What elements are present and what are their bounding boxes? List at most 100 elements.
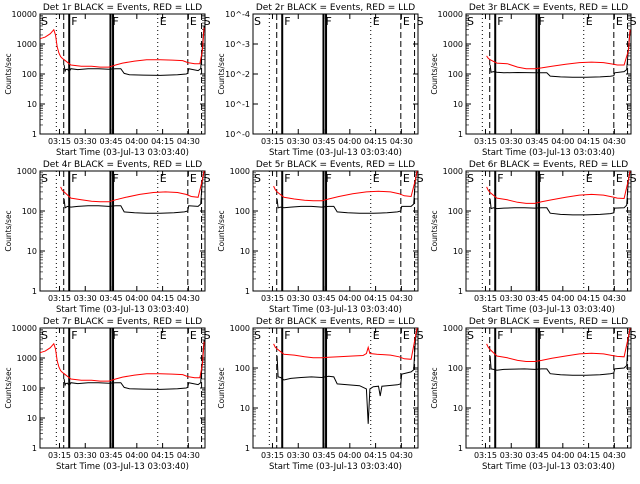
- marker-letter: E: [190, 172, 197, 185]
- x-tick-label: 03:30: [500, 451, 523, 460]
- y-tick-label: 1: [32, 287, 37, 296]
- x-tick-label: 03:45: [526, 137, 549, 146]
- y-tick-label: 1: [458, 287, 463, 296]
- x-tick-label: 04:00: [338, 294, 361, 303]
- y-axis-label: Counts/sec: [430, 210, 439, 251]
- y-tick-label: 100: [22, 384, 37, 393]
- series-lld: [273, 327, 418, 360]
- y-tick-label: 10000: [438, 10, 463, 19]
- x-axis-label: Start Time (03-Jul-13 03:03:40): [56, 305, 189, 315]
- series-events: [489, 170, 631, 216]
- x-tick-label: 03:15: [48, 137, 71, 146]
- marker-letter: E: [373, 15, 380, 28]
- x-tick-label: 03:45: [313, 137, 336, 146]
- marker-letter: E: [616, 172, 623, 185]
- y-tick-label: 100: [448, 364, 463, 373]
- y-tick-label: 1000: [17, 354, 37, 363]
- x-tick-label: 04:00: [338, 451, 361, 460]
- marker-letter: S: [41, 172, 48, 185]
- panel-3: Det 3r BLACK = Events, RED = LLD 1 10 100 10…: [430, 3, 637, 158]
- panel-title: Det 6r BLACK = Events, RED = LLD: [469, 160, 628, 170]
- x-tick-label: 04:30: [603, 294, 626, 303]
- y-tick-label: 10: [453, 404, 463, 413]
- marker-letter: F: [538, 172, 544, 185]
- x-tick-label: 04:00: [125, 294, 148, 303]
- y-tick-label: 10000: [12, 324, 37, 333]
- marker-letter: F: [538, 329, 544, 342]
- marker-letter: S: [417, 15, 424, 28]
- x-tick-label: 04:15: [364, 451, 387, 460]
- marker-letter: E: [160, 329, 167, 342]
- x-tick-label: 03:30: [74, 294, 97, 303]
- panel-7: Det 7r BLACK = Events, RED = LLD 1 10 100 10…: [4, 317, 211, 472]
- marker-letter: F: [325, 172, 331, 185]
- y-tick-label: 1000: [443, 324, 463, 333]
- panel-title: Det 5r BLACK = Events, RED = LLD: [256, 160, 415, 170]
- series-lld: [486, 170, 631, 204]
- x-tick-label: 03:45: [100, 137, 123, 146]
- series-events: [276, 170, 418, 214]
- marker-letter: E: [586, 329, 593, 342]
- x-tick-label: 04:15: [151, 451, 174, 460]
- series-events: [63, 170, 205, 214]
- marker-letter: S: [204, 172, 211, 185]
- x-tick-label: 04:30: [390, 451, 413, 460]
- y-tick-label: 100: [235, 364, 250, 373]
- x-tick-label: 03:30: [74, 137, 97, 146]
- x-tick-label: 03:15: [48, 294, 71, 303]
- x-tick-label: 03:30: [500, 294, 523, 303]
- x-tick-label: 03:45: [526, 294, 549, 303]
- marker-letter: S: [41, 15, 48, 28]
- panel-title: Det 9r BLACK = Events, RED = LLD: [469, 317, 628, 327]
- y-axis-label: Counts/sec: [430, 367, 439, 408]
- x-tick-label: 03:15: [261, 137, 284, 146]
- marker-letter: S: [41, 329, 48, 342]
- x-tick-label: 04:15: [364, 294, 387, 303]
- y-tick-label: 1: [32, 444, 37, 453]
- y-tick-label: 10^-0: [225, 130, 250, 139]
- x-tick-label: 04:15: [577, 451, 600, 460]
- x-tick-label: 04:00: [551, 137, 574, 146]
- marker-letter: F: [112, 329, 118, 342]
- x-tick-label: 03:15: [474, 451, 497, 460]
- y-tick-label: 1: [32, 130, 37, 139]
- series-lld: [486, 327, 631, 362]
- series-events: [489, 29, 631, 78]
- marker-letter: S: [630, 15, 637, 28]
- x-tick-label: 03:45: [100, 451, 123, 460]
- marker-letter: S: [417, 172, 424, 185]
- plot-frame: [252, 13, 419, 135]
- marker-letter: F: [284, 15, 290, 28]
- y-tick-label: 100: [22, 207, 37, 216]
- marker-letter: S: [204, 329, 211, 342]
- y-tick-label: 10^-1: [225, 100, 250, 109]
- y-axis-label: Counts/sec: [4, 53, 13, 94]
- marker-letter: F: [497, 15, 503, 28]
- x-tick-label: 03:30: [287, 294, 310, 303]
- x-axis-label: Start Time (03-Jul-13 03:03:40): [269, 305, 402, 315]
- x-tick-label: 03:15: [474, 137, 497, 146]
- marker-letter: E: [160, 15, 167, 28]
- panel-title: Det 1r BLACK = Events, RED = LLD: [43, 3, 202, 13]
- panel-title: Det 4r BLACK = Events, RED = LLD: [43, 160, 202, 170]
- x-tick-label: 04:15: [577, 137, 600, 146]
- x-axis-label: Start Time (03-Jul-13 03:03:40): [56, 462, 189, 472]
- x-tick-label: 03:15: [261, 451, 284, 460]
- marker-letter: S: [467, 15, 474, 28]
- x-tick-label: 03:45: [313, 294, 336, 303]
- marker-letter: S: [417, 329, 424, 342]
- x-tick-label: 03:30: [287, 451, 310, 460]
- marker-letter: S: [630, 172, 637, 185]
- marker-letter: S: [467, 172, 474, 185]
- marker-letter: E: [373, 172, 380, 185]
- panel-title: Det 2r BLACK = Events, RED = LLD: [256, 3, 415, 13]
- x-tick-label: 04:30: [177, 294, 200, 303]
- x-tick-label: 03:45: [100, 294, 123, 303]
- y-tick-label: 100: [448, 207, 463, 216]
- panel-2: Det 2r BLACK = Events, RED = LLD 10^-0 10^…: [217, 3, 424, 158]
- x-tick-label: 04:15: [151, 294, 174, 303]
- marker-letter: E: [403, 172, 410, 185]
- series-lld: [273, 170, 418, 202]
- marker-letter: F: [325, 15, 331, 28]
